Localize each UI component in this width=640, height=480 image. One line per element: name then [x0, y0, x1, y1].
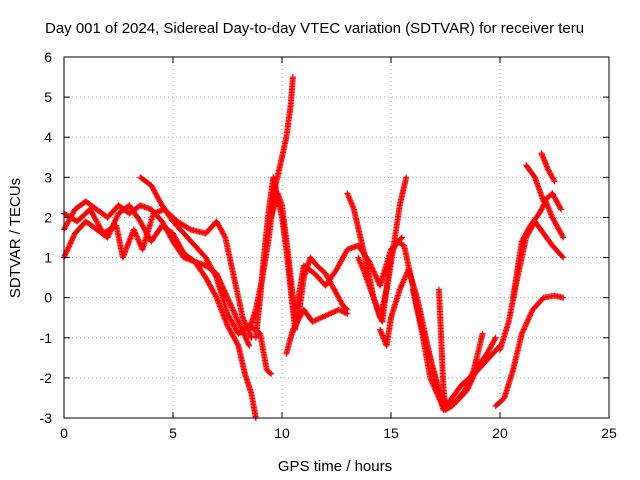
- data-point: [560, 234, 567, 241]
- x-tick-label: 5: [169, 425, 177, 441]
- y-tick-label: -2: [40, 370, 53, 386]
- x-tick-label: 10: [274, 425, 290, 441]
- series-track-l: [409, 286, 486, 413]
- y-tick-label: -3: [40, 410, 53, 426]
- x-tick-label: 25: [601, 425, 617, 441]
- y-tick-label: 6: [44, 49, 52, 65]
- data-point: [492, 334, 499, 341]
- x-tick-label: 20: [492, 425, 508, 441]
- data-point: [398, 234, 405, 241]
- data-point: [344, 310, 351, 317]
- axis-ticks: 0 5 10 15 20 25 -3 -2 -1 0 1 2 3 4 5 6: [40, 49, 617, 441]
- data-point: [397, 235, 404, 242]
- data-point: [267, 369, 274, 376]
- y-tick-label: 4: [44, 129, 52, 145]
- plot-frame: [63, 56, 610, 419]
- data-point: [479, 330, 486, 337]
- data-point: [559, 253, 566, 260]
- data-point: [442, 406, 449, 413]
- y-axis-label: SDTVAR / TECUs: [7, 178, 24, 298]
- y-tick-label: 0: [44, 290, 52, 306]
- y-tick-label: 1: [44, 250, 52, 266]
- data-point: [560, 254, 567, 261]
- data-point: [403, 174, 410, 181]
- series-track-n: [492, 292, 567, 409]
- y-tick-label: -1: [40, 330, 53, 346]
- data-point: [289, 74, 296, 81]
- data-point: [560, 294, 567, 301]
- series-track-m: [435, 286, 449, 413]
- data-point: [268, 370, 275, 377]
- data-point: [491, 336, 498, 343]
- data-point: [186, 225, 193, 232]
- series-track-b: [61, 202, 253, 349]
- x-tick-label: 15: [383, 425, 399, 441]
- data-point: [246, 342, 253, 349]
- data-point: [557, 205, 564, 212]
- series-track-d: [137, 174, 275, 377]
- y-tick-label: 3: [44, 169, 52, 185]
- data-point: [558, 206, 565, 213]
- y-tick-label: 2: [44, 209, 52, 225]
- data-point: [221, 233, 228, 240]
- series-track-p: [510, 198, 567, 301]
- data-point: [212, 293, 219, 300]
- data-point: [550, 177, 557, 184]
- chart-title: Day 001 of 2024, Sidereal Day-to-day VTE…: [45, 20, 584, 37]
- series-track-q: [523, 162, 565, 213]
- data-points: [61, 74, 567, 421]
- data-point: [234, 341, 241, 348]
- series-track-g: [268, 190, 405, 321]
- data-point: [559, 233, 566, 240]
- series-track-r: [538, 150, 558, 185]
- data-point: [212, 273, 219, 280]
- series-track-h: [283, 306, 351, 357]
- x-axis-label: GPS time / hours: [278, 458, 392, 475]
- x-tick-label: 0: [60, 425, 68, 441]
- data-point: [551, 178, 558, 185]
- y-tick-label: 5: [44, 89, 52, 105]
